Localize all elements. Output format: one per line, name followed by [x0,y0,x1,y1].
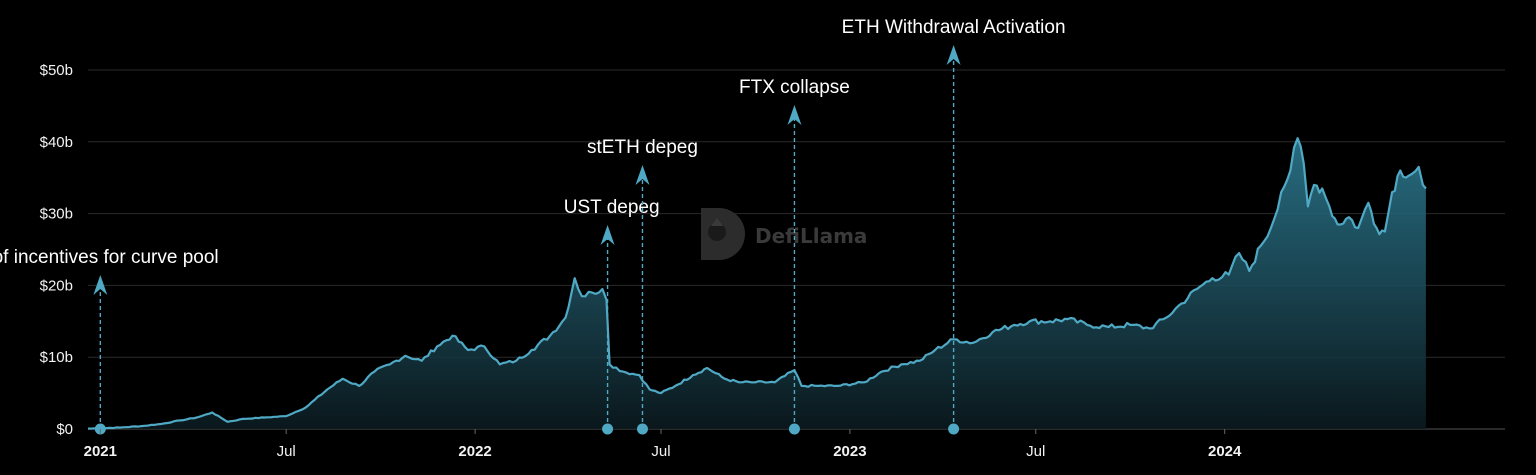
annotations: t of incentives for curve pool UST depeg s… [0,17,1066,435]
annotation-arrow-icon [600,225,615,245]
tvl-line [88,137,1427,430]
annotation-point[interactable] [788,423,800,435]
y-tick-label: $0 [56,421,73,438]
y-tick-label: $10b [40,349,73,366]
y-tick-label: $40b [40,134,73,151]
annotation-label: stETH depeg [587,137,698,158]
annotation-arrow-icon [787,105,802,125]
x-tick-label: 2023 [833,443,866,460]
tvl-area-fill [88,138,1426,429]
y-tick-label: $50b [40,62,73,79]
watermark: DefiLlama [701,208,867,260]
y-tick-label: $20b [40,277,73,294]
tvl-area [88,137,1427,430]
annotation-label: ETH Withdrawal Activation [842,17,1066,38]
annotation-arrow-icon [635,165,650,185]
y-axis: $0 $10b $20b $30b $40b $50b [40,62,73,438]
x-axis: 2021 Jul 2022 Jul 2023 Jul 2024 [84,429,1242,460]
annotation-label: FTX collapse [739,77,850,98]
x-tick-label: Jul [651,443,670,460]
annotation-point[interactable] [636,423,648,435]
annotation-arrow-icon [946,45,961,65]
llama-logo-icon [701,208,745,260]
watermark-text: DefiLlama [755,224,867,248]
y-tick-label: $30b [40,206,73,223]
annotation-point[interactable] [602,423,614,435]
annotation-arrow-icon [93,275,108,295]
x-tick-label: 2022 [458,443,491,460]
annotation-label: UST depeg [564,197,660,218]
x-tick-label: 2024 [1208,443,1242,460]
x-tick-label: Jul [1026,443,1045,460]
annotation-point[interactable] [948,423,960,435]
annotation-label: t of incentives for curve pool [0,247,219,268]
x-tick-label: Jul [277,443,296,460]
x-tick-label: 2021 [84,443,117,460]
